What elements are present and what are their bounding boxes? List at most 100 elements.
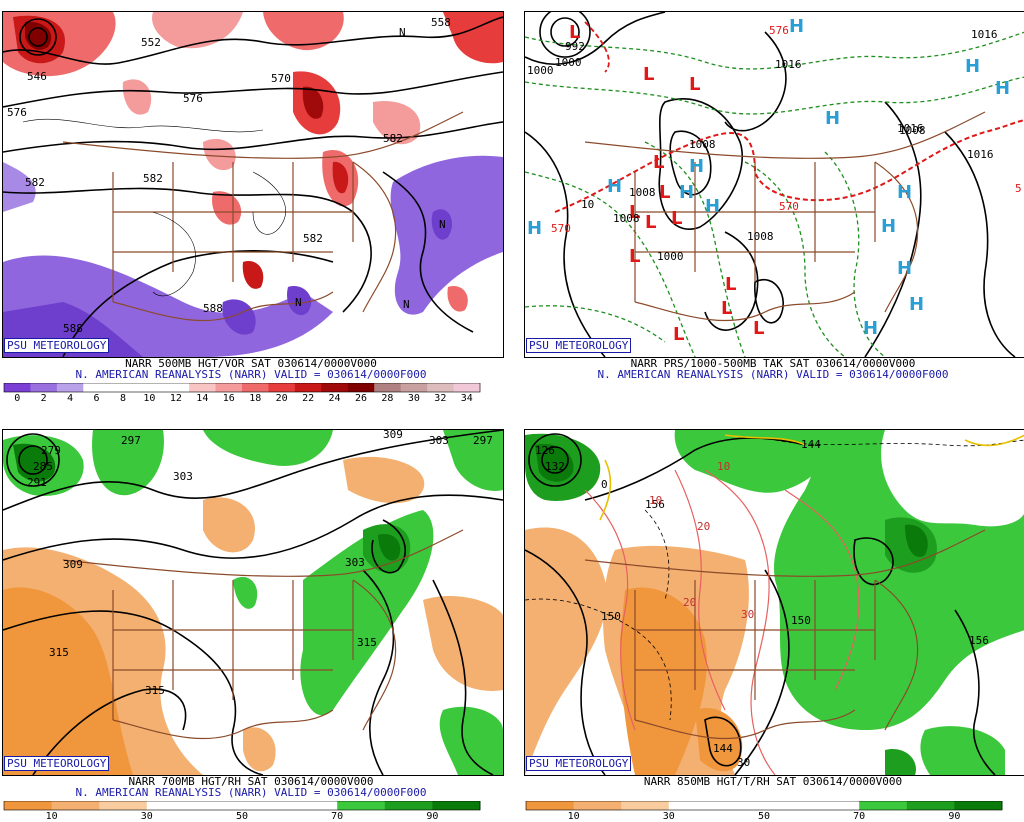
high-pressure-marker: H [527, 218, 542, 239]
dry-area [423, 595, 503, 691]
high-pressure-marker: H [995, 78, 1010, 99]
panel-700mb-rh: 279 285 291 297 303 303 303 309 309 315 … [0, 418, 504, 822]
contour-label: 0 [601, 478, 608, 491]
high-pressure-marker: H [689, 156, 704, 177]
pos-vort-area [203, 138, 236, 171]
colorbar-tick-label: 16 [222, 393, 235, 404]
low-pressure-marker: L [753, 318, 764, 339]
colorbar-swatch [146, 801, 195, 810]
contour-label: 150 [791, 614, 811, 627]
isobars [525, 12, 1016, 357]
dry-area [243, 727, 276, 772]
isobar-label: 5 [1015, 182, 1022, 195]
colorbar-tick-label: 10 [567, 811, 580, 822]
colorbar-tick-label: 50 [235, 811, 249, 822]
contour-label: 315 [357, 636, 377, 649]
contour-label: 297 [473, 434, 493, 447]
colorbar-tick-label: 18 [249, 393, 262, 404]
contour-label: 291 [27, 476, 47, 489]
temperature-label: 30 [737, 756, 750, 769]
colorbar-swatch [427, 383, 455, 392]
isobar-label: 1008 [899, 124, 926, 137]
contour-label: 588 [63, 322, 83, 335]
pos-vort-area [212, 191, 242, 225]
neg-vort-area [3, 162, 36, 212]
isobar-label: 1008 [747, 230, 774, 243]
pos-vort-area [332, 161, 349, 194]
colorbar-swatch [136, 383, 164, 392]
map-pressure-thickness: H H H H H H H H H H H H H H L L L L L [524, 11, 1024, 358]
isobar-label: 1000 [657, 250, 684, 263]
colorbar-swatch [859, 801, 908, 810]
colorbar-swatch [4, 801, 53, 810]
contour-label: 558 [431, 16, 451, 29]
isobar-label: 10 [581, 198, 594, 211]
vort-thin-contours [22, 118, 286, 297]
contour-label: N [295, 296, 302, 309]
contour-label: 309 [383, 430, 403, 441]
contour-label: 576 [183, 92, 203, 105]
high-pressure-marker: H [965, 56, 980, 77]
high-pressure-marker: H [863, 318, 878, 339]
colorbar-rh700 [3, 801, 481, 811]
moist-area [774, 430, 1024, 730]
colorbar-frame [3, 383, 481, 393]
colorbar-tick-label: 0 [14, 393, 21, 404]
height-contours [525, 433, 996, 775]
colorbar-tick-label: 34 [460, 393, 473, 404]
moist-area [233, 576, 258, 609]
moist-area [92, 430, 164, 496]
low-pressure-marker: L [721, 298, 732, 319]
caption-line-1: NARR 850MB HGT/T/RH SAT 030614/0000V000 [643, 775, 903, 788]
isobar-label: 1016 [775, 58, 802, 71]
colorbar-swatch [668, 801, 717, 810]
high-pressure-marker: H [909, 294, 924, 315]
caption-line-1: NARR 700MB HGT/RH SAT 030614/0000V000 [128, 775, 374, 788]
contour-label: 279 [41, 444, 61, 457]
moist-area [378, 534, 401, 561]
high-markers: H H H H H H H H H H H H H H [527, 16, 1010, 339]
isobar-label: 1008 [629, 186, 656, 199]
contour-label: 303 [429, 434, 449, 447]
neg-vort-area [287, 286, 312, 316]
high-pressure-marker: H [789, 16, 804, 37]
colorbar-swatch [294, 383, 322, 392]
high-pressure-marker: H [679, 182, 694, 203]
colorbar-swatch [321, 383, 349, 392]
colorbar-swatch [453, 383, 481, 392]
dry-area [525, 527, 607, 775]
height-contours [3, 430, 503, 775]
high-pressure-marker: H [705, 196, 720, 217]
contour-label: 126 [535, 444, 555, 457]
temperature-contours [584, 469, 860, 775]
contour-label: N [399, 26, 406, 39]
colorbar-tick-label: 24 [328, 393, 341, 404]
geo-borders [584, 111, 986, 322]
colorbar-swatch [109, 383, 137, 392]
thickness-label: 576 [769, 24, 789, 37]
colorbar-swatch [337, 801, 386, 810]
isobar-label: 992 [565, 40, 585, 53]
high-pressure-marker: H [607, 176, 622, 197]
contour-label: 303 [345, 556, 365, 569]
colorbar-swatch [242, 383, 269, 392]
colorbar-swatch [51, 801, 100, 810]
contour-labels: 279 285 291 297 303 303 303 309 309 315 … [27, 430, 493, 697]
colorbar-swatch [526, 801, 575, 810]
low-pressure-marker: L [659, 182, 670, 203]
isobar-label: 1016 [971, 28, 998, 41]
colorbar-swatch [162, 383, 190, 392]
isobar-label: 1008 [689, 138, 716, 151]
isobar-label: 1000 [555, 56, 582, 69]
contour-labels: 546 552 558 570 576 582 576 582 582 582 … [7, 16, 451, 335]
contour-label: 132 [545, 460, 565, 473]
dry-area [620, 587, 707, 775]
moist-area [439, 706, 503, 775]
pressure-map-svg: H H H H H H H H H H H H H H L L L L L [525, 12, 1024, 357]
geo-borders [62, 111, 464, 322]
map-850mb-rh: 126 132 144 150 150 156 156 0 10 10 20 2… [524, 429, 1024, 776]
moist-area [905, 524, 928, 557]
low-pressure-marker: L [725, 274, 736, 295]
colorbar-swatch [30, 383, 58, 392]
psu-meteorology-brand: PSU METEOROLOGY [526, 338, 632, 353]
